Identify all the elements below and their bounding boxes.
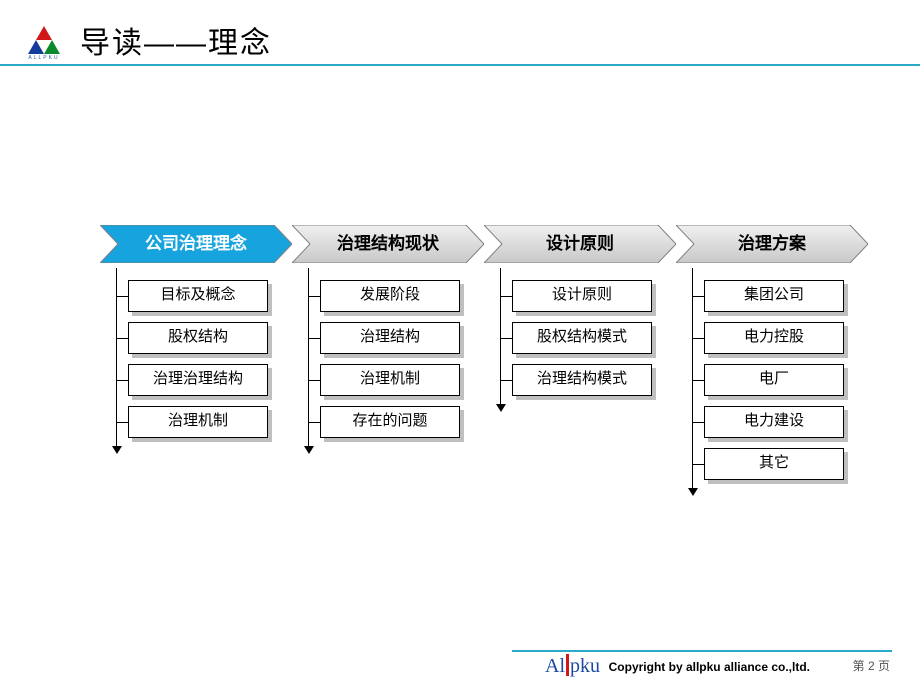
chevron-step: 公司治理理念 (100, 225, 292, 263)
connector-tick (308, 338, 320, 339)
flow-node-box: 治理治理结构 (128, 364, 268, 396)
flow-node: 治理机制 (298, 364, 490, 396)
chevron-label: 设计原则 (546, 234, 614, 253)
svg-text:ALLPKU: ALLPKU (28, 55, 59, 60)
company-logo-icon: ALLPKU (24, 26, 64, 65)
connector-tick (692, 464, 704, 465)
page-number: 第 2 页 (853, 657, 890, 674)
flow-node: 发展阶段 (298, 280, 490, 312)
flow-node: 设计原则 (490, 280, 682, 312)
flow-node-box: 集团公司 (704, 280, 844, 312)
flow-node-box: 治理机制 (128, 406, 268, 438)
slide-header: ALLPKU 导读――理念 (0, 0, 920, 70)
flow-node-label: 治理机制 (128, 406, 268, 436)
header-rule (0, 64, 920, 66)
flow-node: 股权结构 (106, 322, 298, 354)
flow-node-label: 电力建设 (704, 406, 844, 436)
flow-diagram: 公司治理理念治理结构现状设计原则治理方案目标及概念股权结构治理治理结构治理机制发… (100, 225, 900, 267)
flow-node: 股权结构模式 (490, 322, 682, 354)
footer-rule (512, 650, 892, 652)
flow-node: 电厂 (682, 364, 874, 396)
flow-node: 治理治理结构 (106, 364, 298, 396)
flow-node-label: 其它 (704, 448, 844, 478)
flow-node-box: 设计原则 (512, 280, 652, 312)
connector-tick (116, 380, 128, 381)
connector-tick (116, 422, 128, 423)
arrow-down-icon (496, 404, 506, 412)
connector-tick (308, 422, 320, 423)
chevron-label: 治理结构现状 (337, 234, 439, 253)
flow-node-label: 设计原则 (512, 280, 652, 310)
flow-node-box: 电力建设 (704, 406, 844, 438)
page-title: 导读――理念 (80, 18, 272, 62)
connector-tick (692, 422, 704, 423)
flow-node-label: 治理结构 (320, 322, 460, 352)
flow-node-label: 股权结构 (128, 322, 268, 352)
connector-tick (116, 338, 128, 339)
flow-node: 治理结构模式 (490, 364, 682, 396)
flow-node: 集团公司 (682, 280, 874, 312)
flow-node-label: 发展阶段 (320, 280, 460, 310)
connector-tick (500, 338, 512, 339)
flow-node-box: 股权结构模式 (512, 322, 652, 354)
chevron-step: 治理方案 (676, 225, 868, 263)
connector-tick (692, 296, 704, 297)
flow-node-box: 治理结构 (320, 322, 460, 354)
flow-node-box: 电厂 (704, 364, 844, 396)
slide-footer: Alpku Copyright by allpku alliance co.,l… (0, 650, 920, 680)
connector-tick (692, 338, 704, 339)
flow-node: 治理结构 (298, 322, 490, 354)
flow-node-label: 目标及概念 (128, 280, 268, 310)
chevron-label: 治理方案 (738, 234, 806, 253)
chevron-step: 治理结构现状 (292, 225, 484, 263)
arrow-down-icon (688, 488, 698, 496)
connector-tick (500, 380, 512, 381)
flow-node-box: 治理结构模式 (512, 364, 652, 396)
flow-node: 存在的问题 (298, 406, 490, 438)
flow-node: 治理机制 (106, 406, 298, 438)
flow-node-label: 治理机制 (320, 364, 460, 394)
connector-tick (692, 380, 704, 381)
flow-node: 目标及概念 (106, 280, 298, 312)
flow-column: 目标及概念股权结构治理治理结构治理机制 (106, 280, 298, 448)
flow-node-box: 其它 (704, 448, 844, 480)
flow-node-box: 治理机制 (320, 364, 460, 396)
flow-node-box: 存在的问题 (320, 406, 460, 438)
flow-node-label: 治理治理结构 (128, 364, 268, 394)
flow-node: 电力建设 (682, 406, 874, 438)
flow-node-label: 治理结构模式 (512, 364, 652, 394)
chevron-label: 公司治理理念 (145, 234, 247, 253)
connector-tick (500, 296, 512, 297)
flow-node-label: 股权结构模式 (512, 322, 652, 352)
flow-node-label: 电厂 (704, 364, 844, 394)
flow-node-box: 股权结构 (128, 322, 268, 354)
connector-tick (308, 296, 320, 297)
flow-node: 电力控股 (682, 322, 874, 354)
connector-tick (116, 296, 128, 297)
arrow-down-icon (304, 446, 314, 454)
flow-node-box: 电力控股 (704, 322, 844, 354)
flow-node-box: 发展阶段 (320, 280, 460, 312)
flow-node-label: 集团公司 (704, 280, 844, 310)
flow-column: 集团公司电力控股电厂电力建设其它 (682, 280, 874, 490)
footer-brand-logo: Alpku (545, 654, 600, 678)
arrow-down-icon (112, 446, 122, 454)
flow-node-label: 电力控股 (704, 322, 844, 352)
flow-node-label: 存在的问题 (320, 406, 460, 436)
flow-node-box: 目标及概念 (128, 280, 268, 312)
flow-column: 发展阶段治理结构治理机制存在的问题 (298, 280, 490, 448)
chevron-step: 设计原则 (484, 225, 676, 263)
copyright-text: Copyright by allpku alliance co.,ltd. (609, 660, 810, 674)
chevron-row: 公司治理理念 治理结构现状 设计原则 治理方案 (100, 225, 900, 267)
flow-node: 其它 (682, 448, 874, 480)
flow-column: 设计原则股权结构模式治理结构模式 (490, 280, 682, 406)
connector-tick (308, 380, 320, 381)
